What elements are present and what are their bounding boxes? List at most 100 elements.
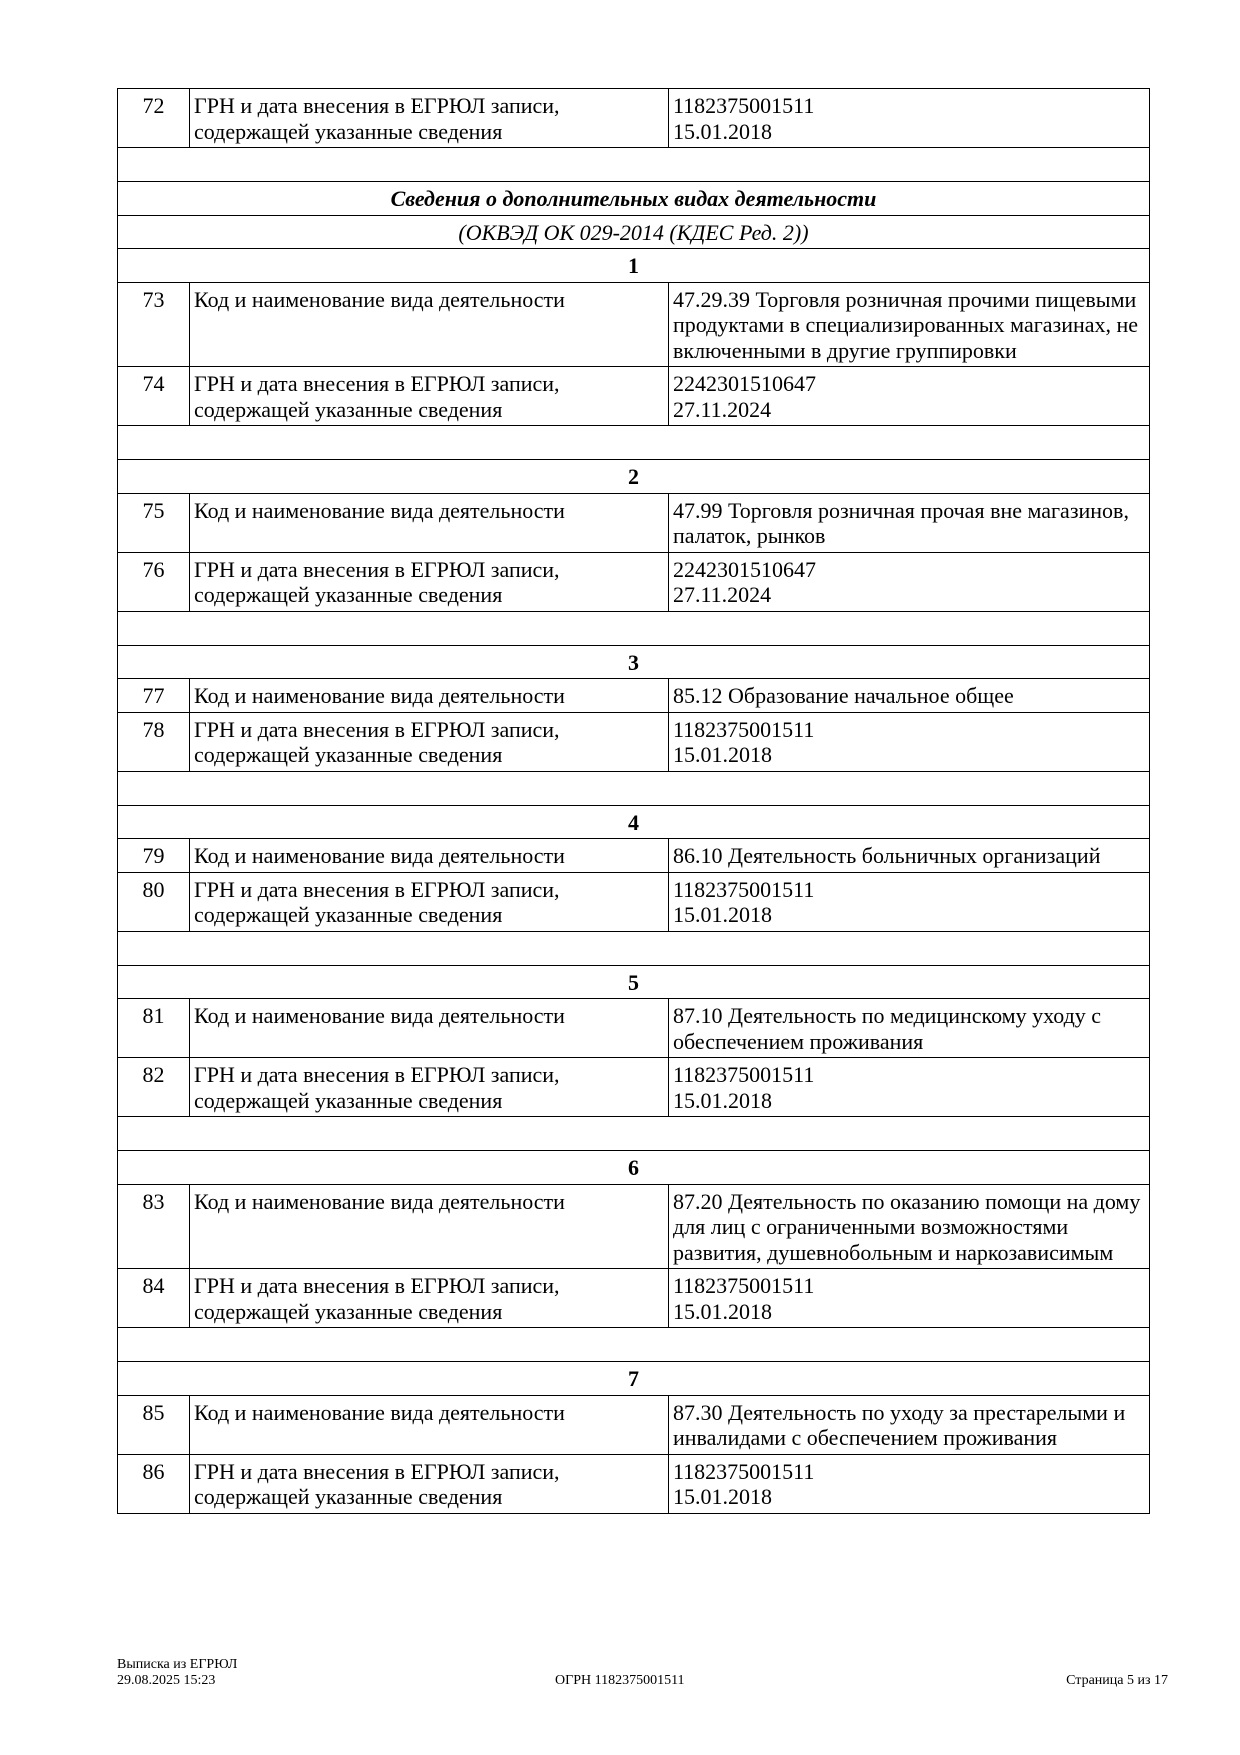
table-row: 79 Код и наименование вида деятельности 86… bbox=[117, 838, 1150, 873]
row-number: 82 bbox=[117, 1057, 190, 1117]
row-value-line: 2242301510647 bbox=[673, 556, 816, 582]
table-row: 73 Код и наименование вида деятельности 47… bbox=[117, 281, 1150, 367]
table-row: 78 ГРН и дата внесения в ЕГРЮЛ записи, со… bbox=[117, 711, 1150, 772]
row-value-line: 1182375001511 bbox=[673, 1062, 815, 1087]
row-value-line: 27.11.2024 bbox=[673, 582, 772, 607]
row-value: 85.12 Образование начальное общее bbox=[668, 678, 1150, 713]
spacer-row bbox=[117, 147, 1150, 182]
row-value: 1182375001511 15.01.2018 bbox=[668, 1057, 1150, 1117]
spacer-cell bbox=[117, 1116, 1150, 1151]
table-row: 72 ГРН и дата внесения в ЕГРЮЛ записи, со… bbox=[117, 88, 1150, 148]
table-row: 77 Код и наименование вида деятельности 85… bbox=[117, 678, 1150, 713]
row-value: 87.10 Деятельность по медицинскому уходу… bbox=[668, 998, 1150, 1058]
row-number: 78 bbox=[117, 711, 190, 772]
row-value-line: 85.12 Образование начальное общее bbox=[673, 683, 1014, 708]
row-value: 1182375001511 15.01.2018 bbox=[668, 871, 1150, 932]
activity-index: 2 bbox=[117, 459, 1150, 494]
table-row: 84 ГРН и дата внесения в ЕГРЮЛ записи, со… bbox=[117, 1268, 1150, 1328]
footer-page-number: Страница 5 из 17 bbox=[1066, 1673, 1168, 1688]
row-value-line: 1182375001511 bbox=[673, 93, 815, 118]
footer-datetime: 29.08.2025 15:23 bbox=[117, 1673, 216, 1688]
row-label: Код и наименование вида деятельности bbox=[189, 1394, 669, 1455]
spacer-row bbox=[117, 610, 1150, 646]
table-row: 76 ГРН и дата внесения в ЕГРЮЛ записи, со… bbox=[117, 551, 1150, 612]
table-row: 74 ГРН и дата внесения в ЕГРЮЛ записи, со… bbox=[117, 366, 1150, 426]
row-value-line: 1182375001511 bbox=[673, 1273, 815, 1298]
spacer-row bbox=[117, 425, 1150, 460]
row-label: ГРН и дата внесения в ЕГРЮЛ записи, соде… bbox=[189, 1453, 669, 1514]
table-row: 75 Код и наименование вида деятельности 47… bbox=[117, 492, 1150, 553]
spacer-row bbox=[117, 930, 1150, 966]
table-row: 80 ГРН и дата внесения в ЕГРЮЛ записи, со… bbox=[117, 871, 1150, 932]
activity-index: 6 bbox=[117, 1150, 1150, 1185]
section-heading-row: Сведения о дополнительных видах деятельн… bbox=[117, 181, 1150, 216]
footer-doc-title: Выписка из ЕГРЮЛ bbox=[117, 1657, 238, 1672]
spacer-cell bbox=[117, 930, 1150, 966]
activity-index: 1 bbox=[117, 248, 1150, 283]
row-label: ГРН и дата внесения в ЕГРЮЛ записи, соде… bbox=[189, 711, 669, 772]
row-value-line: 15.01.2018 bbox=[673, 902, 772, 927]
row-value-line: 1182375001511 bbox=[673, 716, 815, 742]
row-value: 2242301510647 27.11.2024 bbox=[668, 551, 1150, 612]
row-value-line: 87.20 Деятельность по оказанию помощи на… bbox=[673, 1188, 1141, 1265]
activity-index: 5 bbox=[117, 964, 1150, 999]
row-number: 84 bbox=[117, 1268, 190, 1328]
footer-left: Выписка из ЕГРЮЛ 29.08.2025 15:23 bbox=[117, 1657, 237, 1689]
row-value-line: 15.01.2018 bbox=[673, 742, 772, 767]
section-subheading: (ОКВЭД ОК 029-2014 (КДЕС Ред. 2)) bbox=[117, 214, 1150, 249]
row-number: 77 bbox=[117, 678, 190, 713]
spacer-cell bbox=[117, 147, 1150, 182]
spacer-cell bbox=[117, 610, 1150, 646]
activity-index-row: 1 bbox=[117, 248, 1150, 283]
activity-index: 4 bbox=[117, 804, 1150, 839]
row-value-line: 1182375001511 bbox=[673, 1458, 815, 1484]
spacer-cell bbox=[117, 1327, 1150, 1362]
row-label: Код и наименование вида деятельности bbox=[189, 281, 669, 367]
row-value-line: 47.29.39 Торговля розничная прочими пище… bbox=[673, 286, 1139, 363]
row-number: 81 bbox=[117, 998, 190, 1058]
row-value: 86.10 Деятельность больничных организаци… bbox=[668, 838, 1150, 873]
row-number: 85 bbox=[117, 1394, 190, 1455]
row-label: ГРН и дата внесения в ЕГРЮЛ записи, соде… bbox=[189, 88, 669, 148]
table-row: 81 Код и наименование вида деятельности 87… bbox=[117, 998, 1150, 1058]
row-value: 1182375001511 15.01.2018 bbox=[668, 711, 1150, 772]
row-value-line: 1182375001511 bbox=[673, 876, 815, 902]
row-number: 83 bbox=[117, 1183, 190, 1269]
activity-index: 3 bbox=[117, 644, 1150, 679]
row-number: 76 bbox=[117, 551, 190, 612]
row-value: 47.99 Торговля розничная прочая вне мага… bbox=[668, 492, 1150, 553]
egrul-table: 72 ГРН и дата внесения в ЕГРЮЛ записи, со… bbox=[117, 88, 1150, 1514]
section-subheading-row: (ОКВЭД ОК 029-2014 (КДЕС Ред. 2)) bbox=[117, 214, 1150, 249]
row-value-line: 87.30 Деятельность по уходу за престарел… bbox=[673, 1399, 1126, 1451]
row-label: ГРН и дата внесения в ЕГРЮЛ записи, соде… bbox=[189, 1268, 669, 1328]
spacer-cell bbox=[117, 770, 1150, 806]
row-number: 75 bbox=[117, 492, 190, 553]
section-heading: Сведения о дополнительных видах деятельн… bbox=[117, 181, 1150, 216]
row-value: 87.20 Деятельность по оказанию помощи на… bbox=[668, 1183, 1150, 1269]
row-value-line: 87.10 Деятельность по медицинскому уходу… bbox=[673, 1003, 1102, 1054]
row-value-line: 15.01.2018 bbox=[673, 118, 772, 144]
spacer-row bbox=[117, 1116, 1150, 1151]
row-value: 1182375001511 15.01.2018 bbox=[668, 88, 1150, 148]
row-label: Код и наименование вида деятельности bbox=[189, 838, 669, 873]
spacer-row bbox=[117, 1327, 1150, 1362]
row-number: 74 bbox=[117, 366, 190, 426]
footer-ogrn: ОГРН 1182375001511 bbox=[555, 1673, 685, 1688]
row-label: ГРН и дата внесения в ЕГРЮЛ записи, соде… bbox=[189, 366, 669, 426]
row-number: 80 bbox=[117, 871, 190, 932]
row-label: ГРН и дата внесения в ЕГРЮЛ записи, соде… bbox=[189, 551, 669, 612]
table-row: 85 Код и наименование вида деятельности 87… bbox=[117, 1394, 1150, 1455]
row-label: ГРН и дата внесения в ЕГРЮЛ записи, соде… bbox=[189, 871, 669, 932]
row-value-line: 15.01.2018 bbox=[673, 1484, 772, 1509]
row-label: Код и наименование вида деятельности bbox=[189, 492, 669, 553]
row-number: 72 bbox=[117, 88, 190, 148]
row-number: 73 bbox=[117, 281, 190, 367]
table-row: 82 ГРН и дата внесения в ЕГРЮЛ записи, со… bbox=[117, 1057, 1150, 1117]
row-value: 1182375001511 15.01.2018 bbox=[668, 1268, 1150, 1328]
row-label: Код и наименование вида деятельности bbox=[189, 678, 669, 713]
spacer-row bbox=[117, 770, 1150, 806]
row-number: 79 bbox=[117, 838, 190, 873]
table-row: 86 ГРН и дата внесения в ЕГРЮЛ записи, со… bbox=[117, 1453, 1150, 1514]
activity-index-row: 2 bbox=[117, 459, 1150, 494]
row-value-line: 86.10 Деятельность больничных организаци… bbox=[673, 843, 1101, 868]
